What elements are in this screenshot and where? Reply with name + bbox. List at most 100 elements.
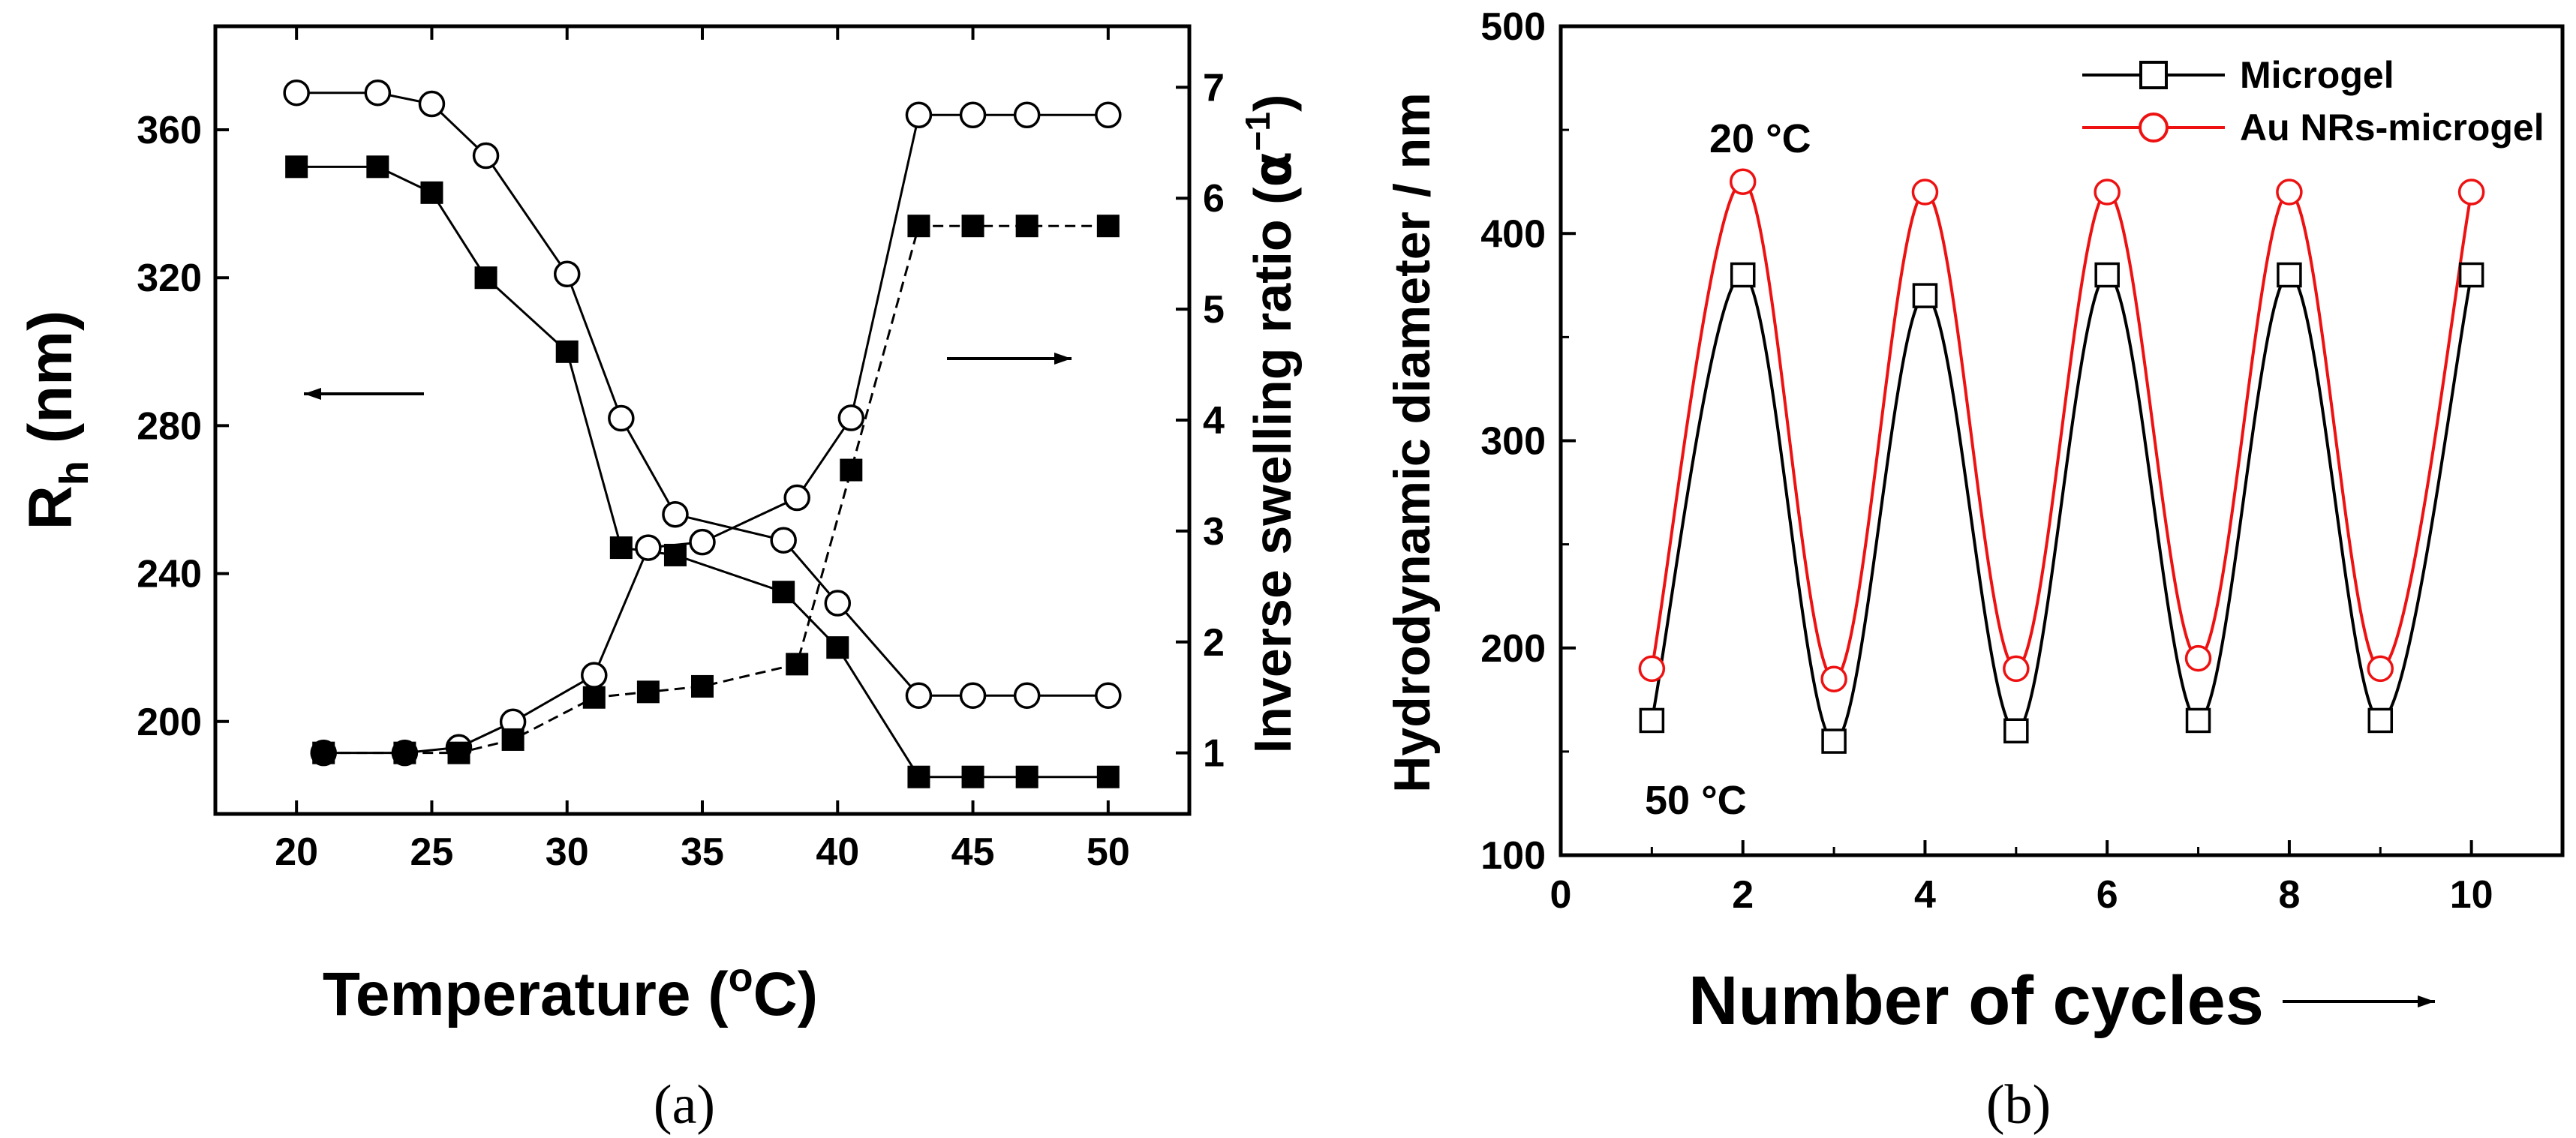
data-point-square: [447, 741, 470, 764]
data-point-circle: [283, 79, 310, 107]
x-tick-label: 0: [1550, 873, 1572, 917]
data-point-circle: [2457, 179, 2485, 206]
data-point-circle: [1095, 682, 1122, 710]
data-point-square: [1096, 215, 1120, 238]
y-right-tick-label: 1: [1203, 732, 1225, 776]
data-point-square: [474, 266, 497, 290]
data-point-circle: [1095, 101, 1122, 129]
panel-b-x-ticks: 0 2 4 6 8 10: [1550, 840, 2493, 917]
panel-a-label: (a): [654, 1074, 715, 1136]
legend-label-au-nrs-microgel: Au NRs-microgel: [2240, 107, 2544, 149]
panel-b-legend: Microgel Au NRs-microgel: [2082, 54, 2544, 149]
data-point-circle: [635, 534, 662, 561]
data-point-square: [366, 155, 389, 179]
panel-b-series-lines: [1650, 180, 2473, 743]
data-point-circle: [1638, 655, 1666, 683]
x-tick-label: 6: [2097, 873, 2118, 917]
data-point-circle: [1911, 179, 1939, 206]
left-axis-arrow: [304, 388, 424, 400]
data-point-square: [826, 636, 849, 659]
legend-label-microgel: Microgel: [2240, 54, 2394, 96]
data-point-circle: [1013, 101, 1041, 129]
y-left-tick-label: 200: [137, 701, 202, 744]
y-right-tick-label: 7: [1203, 66, 1225, 110]
panel-a-x-ticks: 20 25 30 35 40 45 50: [275, 26, 1130, 874]
data-point-circle: [770, 527, 797, 554]
legend-item-microgel: Microgel: [2082, 54, 2394, 96]
data-point-circle: [581, 662, 608, 689]
data-point-square: [1015, 215, 1039, 238]
data-point-square: [636, 680, 660, 704]
x-tick-label: 25: [410, 830, 454, 874]
panel-a-y-left-axis-title: Rh (nm): [17, 311, 97, 530]
data-point-circle: [2184, 644, 2212, 672]
x-tick-label: 20: [275, 830, 318, 874]
panel-b-label: (b): [1986, 1074, 2051, 1136]
data-point-square: [840, 458, 863, 482]
data-point-square: [1912, 283, 1938, 308]
data-point-square: [2185, 707, 2211, 734]
legend-circle-marker: [2139, 113, 2169, 143]
data-point-square: [312, 741, 335, 764]
data-point-square: [1096, 765, 1120, 788]
data-point-circle: [364, 79, 392, 107]
annotation-20c: 20 °C: [1709, 116, 1811, 161]
data-point-circle: [824, 590, 852, 617]
y-tick-label: 400: [1480, 212, 1546, 256]
data-point-square: [393, 741, 416, 764]
panel-a-series-lines: [296, 92, 1108, 779]
y-tick-label: 500: [1480, 5, 1546, 49]
y-right-tick-label: 5: [1203, 288, 1225, 332]
legend-square-marker: [2139, 61, 2168, 89]
series-line-2: [323, 113, 1108, 755]
panel-b-x-axis-title: Number of cycles: [1688, 962, 2264, 1039]
y-right-tick-label: 3: [1203, 510, 1225, 554]
svg-text:Inverse swelling ratio (α−1): Inverse swelling ratio (α−1): [1238, 95, 1303, 754]
data-point-square: [663, 543, 687, 566]
annotation-50c: 50 °C: [1645, 778, 1747, 823]
panel-b-y-axis-title: Hydrodynamic diameter / nm: [1384, 92, 1441, 792]
data-point-circle: [1820, 665, 1847, 692]
data-point-circle: [418, 90, 446, 118]
data-point-circle: [2094, 179, 2121, 206]
data-point-square: [1821, 728, 1847, 754]
data-point-square: [420, 181, 443, 204]
x-tick-label: 30: [546, 830, 589, 874]
legend-item-au-nrs-microgel: Au NRs-microgel: [2082, 107, 2544, 149]
x-tick-label: 2: [1732, 873, 1754, 917]
panel-b-x-axis-arrow: [2283, 995, 2435, 1007]
data-point-square: [2458, 262, 2484, 288]
panel-a-y-right-ticks: 1 2 3 4 5 6 7: [1176, 66, 1225, 776]
data-point-circle: [1729, 168, 1757, 195]
data-point-square: [501, 728, 525, 751]
series-line-1: [1650, 180, 2473, 681]
data-point-square: [2277, 262, 2302, 288]
data-point-square: [961, 215, 984, 238]
data-point-circle: [1013, 682, 1041, 710]
x-tick-label: 35: [681, 830, 724, 874]
y-right-tick-label: 4: [1203, 399, 1225, 443]
y-tick-label: 200: [1480, 627, 1546, 671]
data-point-circle: [472, 142, 500, 170]
panel-b-markers: [1638, 168, 2485, 754]
data-point-circle: [959, 682, 987, 710]
data-point-square: [1639, 707, 1665, 734]
panel-a-y-right-axis-title: Inverse swelling ratio (α−1): [1238, 95, 1303, 754]
data-point-circle: [783, 484, 810, 512]
y-tick-label: 300: [1480, 420, 1546, 464]
y-right-tick-label: 2: [1203, 621, 1225, 665]
data-point-circle: [837, 404, 865, 431]
data-point-circle: [662, 500, 689, 528]
data-point-square: [907, 765, 930, 788]
panel-b-y-ticks: 100 200 300 400 500: [1480, 5, 1576, 878]
x-tick-label: 40: [816, 830, 859, 874]
data-point-circle: [689, 528, 716, 556]
y-tick-label: 100: [1480, 834, 1546, 878]
x-tick-label: 8: [2278, 873, 2300, 917]
panel-a-markers: [283, 79, 1122, 788]
x-tick-label: 45: [951, 830, 995, 874]
x-tick-label: 50: [1087, 830, 1130, 874]
data-point-circle: [608, 404, 635, 432]
